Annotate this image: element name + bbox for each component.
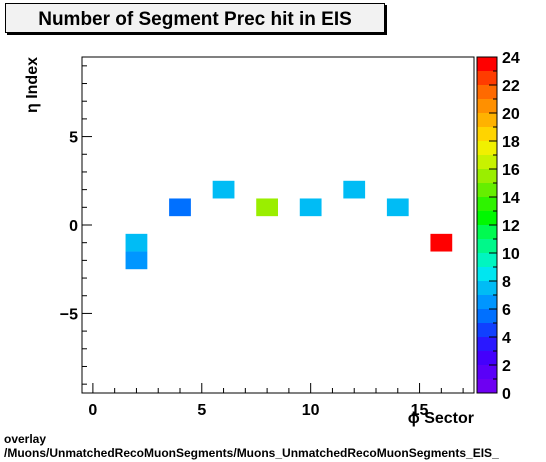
- color-scale-step: [477, 99, 497, 113]
- color-scale-step: [477, 239, 497, 253]
- color-scale-step: [477, 323, 497, 337]
- color-scale-step: [477, 57, 497, 71]
- color-scale-label: 20: [502, 106, 520, 123]
- color-scale-step: [477, 169, 497, 183]
- color-scale-label: 14: [502, 190, 520, 207]
- color-scale-step: [477, 281, 497, 295]
- heatmap-cell: [169, 198, 191, 217]
- plot-frame: [81, 56, 475, 394]
- y-tick-label: 5: [69, 130, 78, 147]
- chart-title: Number of Segment Prec hit in EIS: [38, 9, 352, 30]
- color-scale-label: 16: [502, 162, 520, 179]
- color-scale-step: [477, 351, 497, 365]
- color-scale-label: 0: [502, 386, 511, 403]
- chart-title-box: Number of Segment Prec hit in EIS: [5, 3, 385, 33]
- color-scale-step: [477, 379, 497, 393]
- heatmap-cell: [125, 233, 148, 252]
- color-scale-step: [477, 71, 497, 85]
- axis-ticks: 0 5 10 15 −5 0 5: [60, 65, 464, 419]
- footer-line-1: overlay: [4, 432, 47, 446]
- heatmap-cell: [212, 180, 235, 199]
- color-scale-step: [477, 309, 497, 323]
- heatmap-cell: [430, 233, 453, 252]
- color-scale-label: 12: [502, 218, 520, 235]
- x-axis-label: ϕ Sector: [408, 410, 474, 427]
- y-axis-label: η Index: [24, 57, 41, 113]
- color-scale-label: 10: [502, 246, 520, 263]
- color-scale-label: 2: [502, 358, 511, 375]
- x-tick-label: 0: [88, 402, 97, 419]
- x-tick-label: 15: [411, 402, 429, 419]
- color-scale-step: [477, 337, 497, 351]
- heatmap-cell: [386, 198, 409, 217]
- color-scale-step: [477, 365, 497, 379]
- x-tick-label: 10: [302, 402, 320, 419]
- heatmap-cell: [256, 198, 278, 217]
- color-scale-label: 6: [502, 302, 511, 319]
- color-scale-step: [477, 295, 497, 309]
- heatmap-cell: [343, 180, 366, 199]
- y-tick-label: 0: [69, 218, 78, 235]
- color-scale-label: 24: [502, 50, 520, 67]
- color-scale-step: [477, 113, 497, 127]
- footer-line-2: /Muons/UnmatchedRecoMuonSegments/Muons_U…: [4, 446, 499, 460]
- color-scale-step: [477, 183, 497, 197]
- heatmap-cell: [125, 251, 148, 270]
- color-scale-step: [477, 197, 497, 211]
- color-scale-step: [477, 141, 497, 155]
- color-scale-label: 18: [502, 134, 520, 151]
- color-scale-step: [477, 85, 497, 99]
- color-scale-step: [477, 211, 497, 225]
- color-scale-label: 22: [502, 78, 520, 95]
- color-scale-step: [477, 155, 497, 169]
- x-tick-label: 5: [197, 402, 206, 419]
- color-scale-step: [477, 225, 497, 239]
- color-scale-step: [477, 253, 497, 267]
- y-tick-label: −5: [60, 306, 78, 323]
- color-scale-step: [477, 267, 497, 281]
- heatmap-cells: [125, 180, 453, 270]
- color-scale-label: 4: [502, 330, 511, 347]
- color-scale-step: [477, 127, 497, 141]
- color-scale-label: 8: [502, 274, 511, 291]
- heatmap-cell: [299, 198, 322, 217]
